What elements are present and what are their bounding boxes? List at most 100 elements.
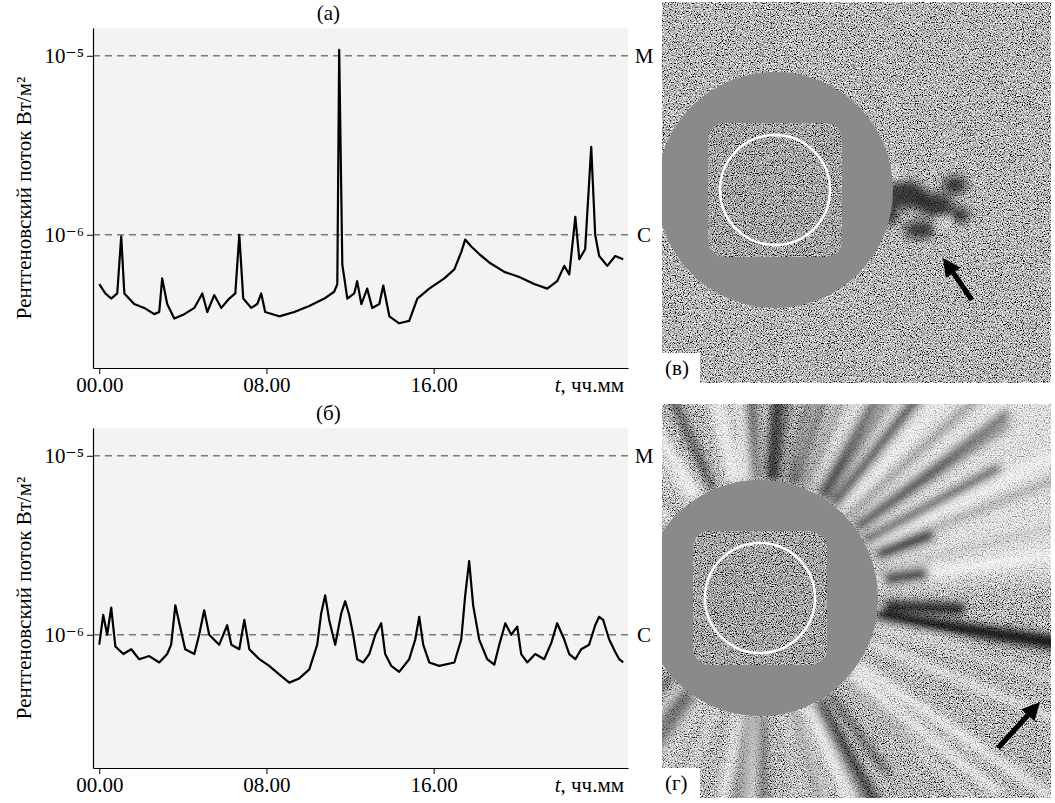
reference-label: C bbox=[637, 223, 651, 247]
streamer bbox=[820, 404, 908, 496]
streamer bbox=[762, 716, 764, 798]
arrow-shaft bbox=[953, 273, 972, 300]
panel-title: (а) bbox=[317, 1, 340, 25]
image-content bbox=[662, 404, 1051, 798]
tick: 10⁻⁵ bbox=[45, 44, 93, 68]
streamer bbox=[877, 615, 1051, 658]
coronagraph-image: (г) bbox=[393, 147, 1055, 803]
tick: 16.00 bbox=[411, 368, 458, 397]
tick-label: 10⁻⁵ bbox=[45, 444, 84, 468]
tick: 16.00 bbox=[411, 768, 458, 797]
dark-streamer bbox=[885, 604, 965, 608]
reference-label: C bbox=[637, 623, 651, 647]
solar-limb bbox=[720, 135, 830, 245]
streamer bbox=[758, 404, 759, 480]
arrow-head bbox=[1021, 702, 1040, 721]
plot-background bbox=[93, 28, 628, 368]
dark-blob bbox=[904, 221, 936, 239]
dark-blob bbox=[943, 176, 967, 194]
tick-label: 16.00 bbox=[411, 373, 458, 397]
chart-panel: M C 00.00 08.00 16.00 10⁻⁵ 10⁻⁶ (б) Рентгеновски… bbox=[12, 401, 653, 797]
coronagraph-image: (в) bbox=[657, 2, 1051, 383]
tick: 08.00 bbox=[243, 768, 290, 797]
streamer bbox=[705, 714, 738, 798]
reference-label: M bbox=[635, 44, 654, 68]
label-background bbox=[662, 768, 700, 798]
flux-line bbox=[99, 50, 623, 323]
tick-label: 08.00 bbox=[243, 373, 290, 397]
streamer bbox=[743, 716, 752, 798]
axis-line bbox=[94, 368, 629, 369]
disk-image bbox=[708, 123, 842, 257]
streamers bbox=[662, 404, 1051, 798]
streamer bbox=[851, 673, 998, 794]
tick: 10⁻⁵ bbox=[45, 444, 93, 468]
dark-streamer bbox=[884, 573, 928, 580]
flux-line bbox=[99, 561, 623, 683]
x-axis-title-part: , чч.мм bbox=[561, 373, 624, 397]
series-group bbox=[99, 50, 623, 323]
chart-panel: M C 00.00 08.00 16.00 10⁻⁵ 10⁻⁶ (а) Рентгеновски… bbox=[12, 1, 653, 397]
image-content bbox=[662, 2, 1051, 383]
tick-mark bbox=[87, 456, 93, 457]
axis-line bbox=[93, 429, 94, 769]
streamer bbox=[789, 404, 830, 484]
image-label: (в) bbox=[665, 356, 689, 380]
streamer bbox=[866, 454, 1051, 547]
x-axis: 00.00 08.00 16.00 bbox=[76, 768, 628, 797]
streamer bbox=[833, 404, 965, 505]
tick-mark bbox=[87, 235, 93, 236]
tick-label: 10⁻⁶ bbox=[45, 623, 84, 647]
arrow-head bbox=[943, 258, 961, 278]
y-axis: 10⁻⁵ 10⁻⁶ bbox=[45, 29, 94, 369]
reference-line bbox=[93, 234, 628, 235]
streamer bbox=[877, 535, 1051, 581]
streamer bbox=[877, 614, 1051, 641]
panel-title: (б) bbox=[316, 401, 341, 425]
streamer bbox=[875, 516, 1051, 570]
plot-background bbox=[93, 428, 628, 768]
streamer bbox=[761, 716, 763, 798]
streamer bbox=[701, 715, 745, 798]
tick-label: 00.00 bbox=[76, 373, 123, 397]
streamer bbox=[662, 404, 698, 498]
tick-label: 00.00 bbox=[76, 773, 123, 797]
x-axis-title-part: , чч.мм bbox=[561, 773, 624, 797]
tick: 10⁻⁶ bbox=[45, 623, 93, 647]
label-background bbox=[662, 353, 700, 383]
reference-label: M bbox=[635, 444, 654, 468]
streamer bbox=[810, 705, 908, 798]
y-axis-title: Рентгеновский поток Вт/м² bbox=[12, 477, 36, 720]
occulter bbox=[662, 72, 893, 308]
arrow-shaft bbox=[998, 715, 1028, 748]
tick: 08.00 bbox=[243, 368, 290, 397]
dark-streamer bbox=[877, 535, 933, 556]
tick-mark bbox=[87, 56, 93, 57]
tick: 00.00 bbox=[76, 768, 123, 797]
x-axis: 00.00 08.00 16.00 bbox=[76, 368, 628, 397]
figure: M C 00.00 08.00 16.00 10⁻⁵ 10⁻⁶ (а) Рентгеновски… bbox=[0, 0, 1055, 803]
streamer bbox=[857, 665, 1051, 798]
solar-limb bbox=[705, 543, 815, 653]
tick: 00.00 bbox=[76, 368, 123, 397]
y-axis-title: Рентгеновский поток Вт/м² bbox=[12, 77, 36, 320]
y-axis: 10⁻⁵ 10⁻⁶ bbox=[45, 429, 94, 769]
tick-mark bbox=[87, 635, 93, 636]
dark-blob bbox=[950, 207, 970, 223]
tick: 10⁻⁶ bbox=[45, 223, 93, 247]
streamer bbox=[877, 559, 1033, 582]
occulter bbox=[662, 480, 878, 716]
tick-label: 08.00 bbox=[243, 773, 290, 797]
reference-line bbox=[93, 55, 628, 56]
axis-line bbox=[93, 29, 94, 369]
x-axis-title: t, чч.мм bbox=[555, 373, 624, 397]
streamer bbox=[686, 404, 737, 482]
streamer bbox=[729, 404, 748, 481]
dark-blob bbox=[917, 193, 953, 217]
streamer bbox=[852, 672, 1042, 798]
disk-image bbox=[693, 531, 827, 665]
image-label: (г) bbox=[665, 771, 688, 795]
bright-blob bbox=[940, 220, 950, 230]
reference-line bbox=[93, 455, 628, 456]
tick-label: 10⁻⁶ bbox=[45, 223, 84, 247]
